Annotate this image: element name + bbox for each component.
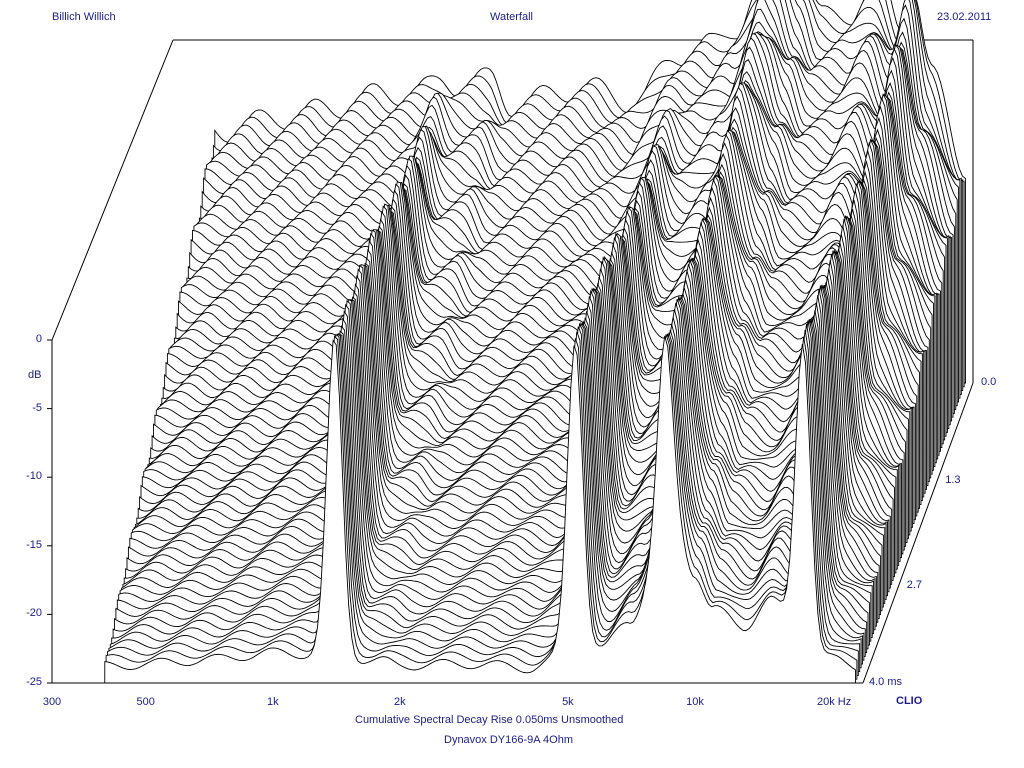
decay-slice xyxy=(104,335,856,684)
y-tick-label: -10 xyxy=(26,470,42,483)
back-left-edge xyxy=(51,39,174,341)
chart-subtitle: Cumulative Spectral Decay Rise 0.050ms U… xyxy=(355,714,624,726)
x-tick-label: 300 xyxy=(42,696,62,708)
x-tick-label: 1k xyxy=(266,696,279,708)
y-tick-label: 0 xyxy=(35,333,42,345)
z-tick-label: 1.3 xyxy=(945,473,961,486)
z-tick-label: 4.0 ms xyxy=(869,676,903,688)
x-tick-label: 2k xyxy=(394,696,406,708)
z-axis-line xyxy=(862,382,974,684)
z-tick-label: 2.7 xyxy=(906,578,923,591)
y-tick-label: -15 xyxy=(26,538,42,551)
x-tick-label: 500 xyxy=(136,696,155,708)
device-label: Dynavox DY166-9A 4Ohm xyxy=(444,734,574,746)
x-tick-label: 20k Hz xyxy=(816,696,852,708)
author-label: Billich Willich xyxy=(52,11,116,23)
x-tick-label: 10k xyxy=(686,696,704,708)
y-tick-label: -25 xyxy=(26,676,42,688)
y-tick-label: -5 xyxy=(32,401,42,414)
x-tick-label: 5k xyxy=(562,696,574,708)
clio-logo: CLIO xyxy=(896,695,923,707)
z-tick-label: 0.0 xyxy=(981,376,997,388)
y-tick-label: -20 xyxy=(26,607,42,620)
chart-title: Waterfall xyxy=(490,11,533,23)
date-label: 23.02.2011 xyxy=(937,11,992,23)
y-axis-label: dB xyxy=(28,369,42,381)
